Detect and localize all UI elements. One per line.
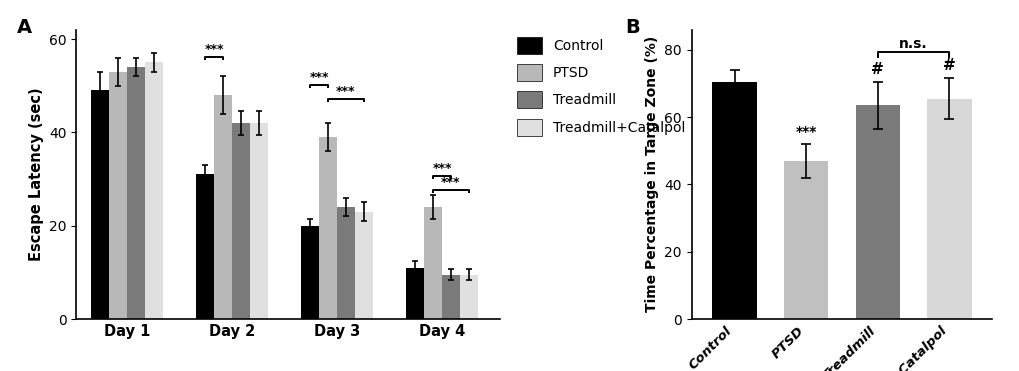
Bar [214, 95, 231, 319]
Text: ***: *** [441, 176, 461, 189]
Text: #: # [870, 62, 883, 77]
Legend: Control, PTSD, Treadmill, Treadmill+Catalpol: Control, PTSD, Treadmill, Treadmill+Cata… [517, 37, 685, 136]
Bar [196, 174, 214, 319]
Bar [231, 123, 250, 319]
Bar [250, 123, 267, 319]
Bar [926, 99, 971, 319]
Bar [355, 212, 372, 319]
Text: ***: *** [795, 125, 816, 139]
Bar [784, 161, 827, 319]
Bar [109, 72, 126, 319]
Text: #: # [943, 58, 955, 73]
Bar [91, 91, 109, 319]
Text: ***: *** [309, 71, 328, 84]
Y-axis label: Escape Latency (sec): Escape Latency (sec) [29, 88, 44, 261]
Bar [145, 62, 162, 319]
Bar [424, 207, 441, 319]
Bar [126, 67, 145, 319]
Text: n.s.: n.s. [899, 36, 927, 50]
Text: ***: *** [204, 43, 223, 56]
Bar [406, 268, 424, 319]
Text: ***: *** [432, 162, 451, 175]
Text: ***: *** [336, 85, 356, 98]
Bar [460, 275, 477, 319]
Bar [711, 82, 756, 319]
Bar [301, 226, 319, 319]
Bar [319, 137, 336, 319]
Text: B: B [625, 18, 640, 37]
Bar [441, 275, 460, 319]
Bar [336, 207, 355, 319]
Y-axis label: Time Percentage in Targe Zone (%): Time Percentage in Targe Zone (%) [644, 36, 658, 312]
Text: A: A [17, 18, 33, 37]
Bar [855, 105, 899, 319]
